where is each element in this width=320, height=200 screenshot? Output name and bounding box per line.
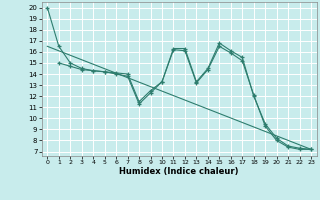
- X-axis label: Humidex (Indice chaleur): Humidex (Indice chaleur): [119, 167, 239, 176]
